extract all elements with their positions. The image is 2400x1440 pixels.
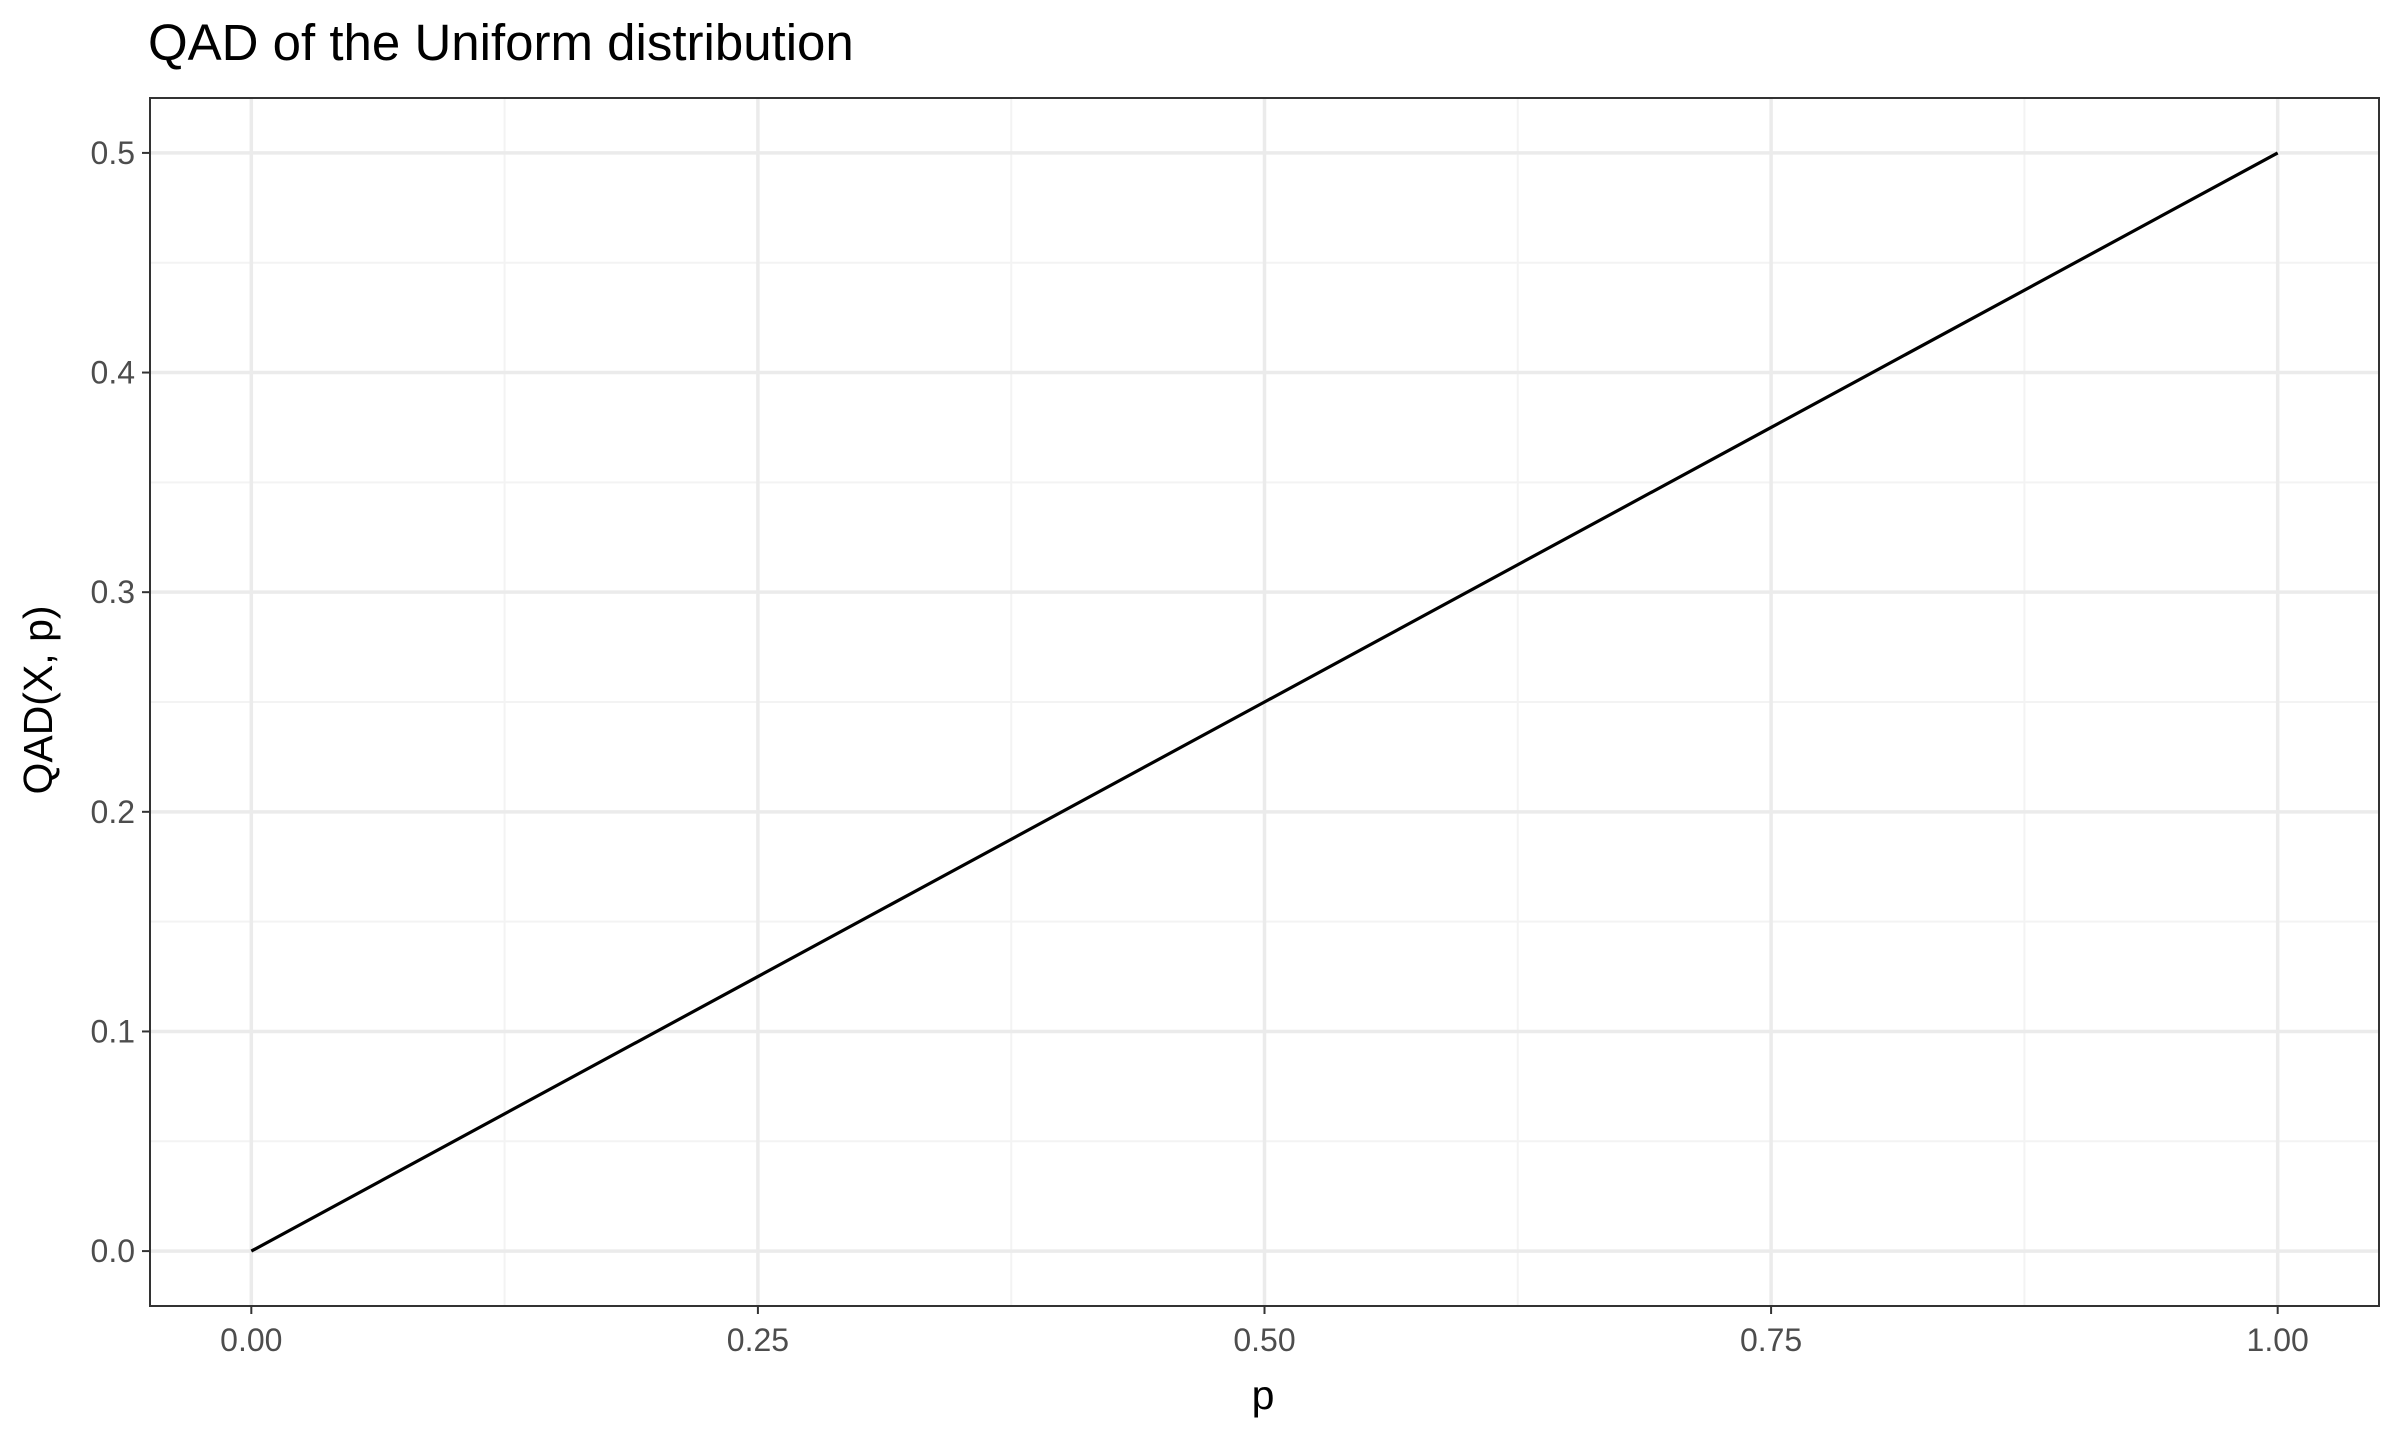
x-axis-title: p (1252, 1372, 1275, 1418)
chart-title: QAD of the Uniform distribution (148, 14, 854, 71)
major-gridlines (150, 98, 2379, 1306)
y-tick-label: 0.5 (91, 135, 135, 171)
plot-panel (149, 97, 2380, 1307)
x-tick-label: 0.25 (727, 1322, 789, 1358)
x-tick-label: 0.50 (1233, 1322, 1295, 1358)
x-tick-label: 0.00 (220, 1322, 282, 1358)
y-tick-label: 0.3 (91, 574, 135, 610)
y-axis: 0.0 0.1 0.2 0.3 0.4 0.5 (91, 135, 150, 1269)
y-axis-title: QAD(X, p) (15, 605, 61, 794)
series-layer (250, 151, 2279, 1253)
x-tick-label: 0.75 (1740, 1322, 1802, 1358)
series-line-0 (250, 151, 2279, 1253)
y-tick-label: 0.2 (91, 794, 135, 830)
x-tick-label: 1.00 (2247, 1322, 2309, 1358)
x-axis: 0.00 0.25 0.50 0.75 1.00 (220, 1306, 2309, 1358)
y-tick-label: 0.0 (91, 1233, 135, 1269)
y-tick-label: 0.4 (91, 355, 135, 391)
y-tick-label: 0.1 (91, 1013, 135, 1049)
